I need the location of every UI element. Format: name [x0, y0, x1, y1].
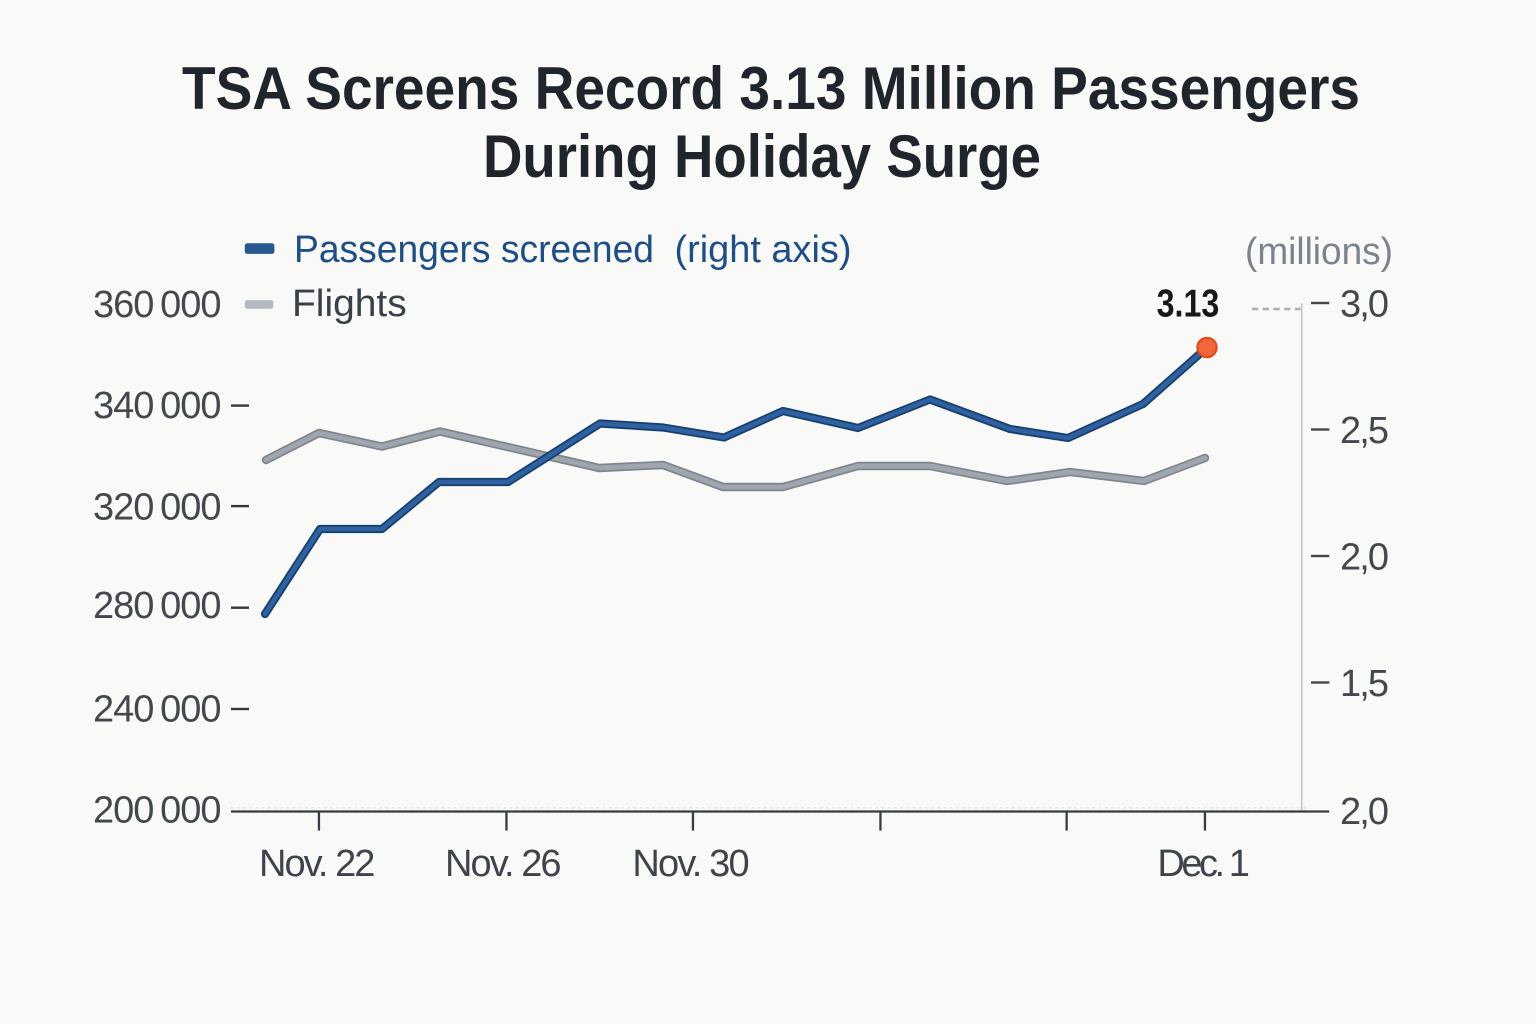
svg-text:2,0: 2,0	[1340, 791, 1389, 833]
svg-text:3.13: 3.13	[1157, 283, 1220, 326]
svg-text:280 000: 280 000	[93, 585, 222, 627]
svg-text:340 000: 340 000	[93, 385, 222, 427]
svg-text:1,5: 1,5	[1340, 663, 1389, 705]
svg-text:240 000: 240 000	[93, 689, 222, 731]
svg-text:Nov. 26: Nov. 26	[445, 843, 562, 885]
svg-text:(millions): (millions)	[1245, 231, 1393, 273]
svg-text:(right axis): (right axis)	[675, 229, 852, 271]
svg-text:320 000: 320 000	[93, 486, 222, 528]
svg-text:2,0: 2,0	[1340, 536, 1389, 578]
svg-text:360 000: 360 000	[93, 284, 222, 326]
svg-text:Flights: Flights	[292, 283, 407, 325]
svg-text:During Holiday Surge: During Holiday Surge	[483, 123, 1041, 190]
svg-text:200 000: 200 000	[93, 790, 222, 832]
svg-text:TSA Screens Record 3.13 Millio: TSA Screens Record 3.13 Million Passenge…	[182, 55, 1360, 122]
svg-text:Nov. 30: Nov. 30	[632, 843, 749, 885]
svg-text:3,0: 3,0	[1340, 283, 1389, 325]
svg-text:2,5: 2,5	[1340, 410, 1389, 452]
svg-text:Passengers screened: Passengers screened	[294, 229, 654, 271]
svg-text:Nov. 22: Nov. 22	[259, 843, 376, 885]
svg-text:Dec. 1: Dec. 1	[1157, 843, 1250, 885]
